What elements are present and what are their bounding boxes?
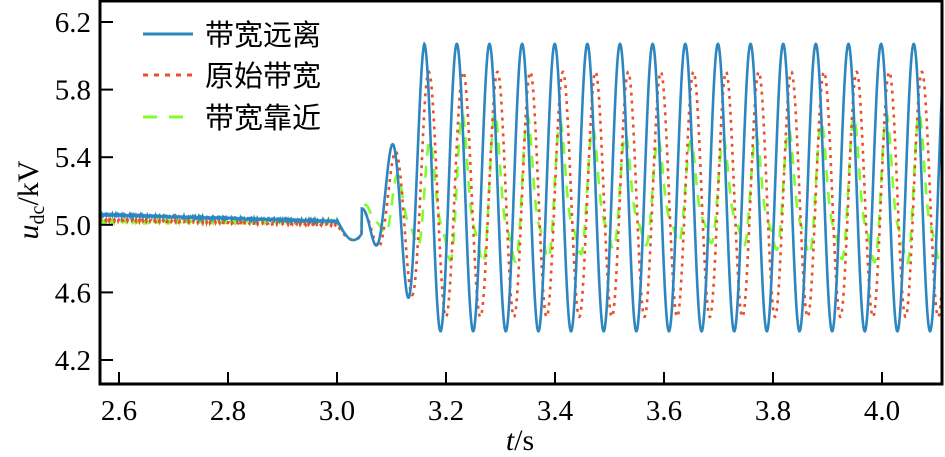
svg-text:udc/kV: udc/kV: [12, 160, 49, 239]
x-tick-label: 3.2: [428, 395, 464, 427]
y-tick-label: 6.2: [55, 7, 91, 39]
series-line-solid: [101, 41, 941, 333]
x-tick-label: 4.0: [864, 395, 900, 427]
series-line-dotted: [101, 70, 941, 319]
y-tick-label: 4.2: [55, 345, 91, 377]
x-axis-label: t/s: [506, 424, 534, 457]
plot-frame: [98, 0, 944, 386]
legend: 带宽远离 原始带宽 带宽靠近: [143, 18, 321, 135]
x-tick-label: 3.6: [646, 395, 682, 427]
y-tick-label: 5.8: [55, 75, 91, 107]
series-layer: [101, 41, 941, 333]
legend-label: 带宽靠近: [205, 101, 321, 135]
axis-ticks: 2.6 2.8 3.0 3.2 3.4 3.6 3.8 4.0 4.2 4.6 5.0 5.4 5.8 6…: [55, 7, 900, 427]
x-tick-label: 3.4: [537, 395, 574, 427]
x-tick-label: 2.6: [101, 395, 137, 427]
x-tick-label: 2.8: [210, 395, 246, 427]
legend-label: 带宽远离: [205, 18, 321, 52]
y-tick-label: 4.6: [55, 277, 91, 309]
x-tick-label: 3.0: [319, 395, 355, 427]
y-tick-label: 5.0: [55, 210, 91, 242]
y-tick-label: 5.4: [55, 142, 92, 174]
x-tick-label: 3.8: [755, 395, 791, 427]
y-axis-label: udc/kV: [12, 160, 49, 239]
legend-label: 原始带宽: [205, 59, 321, 93]
